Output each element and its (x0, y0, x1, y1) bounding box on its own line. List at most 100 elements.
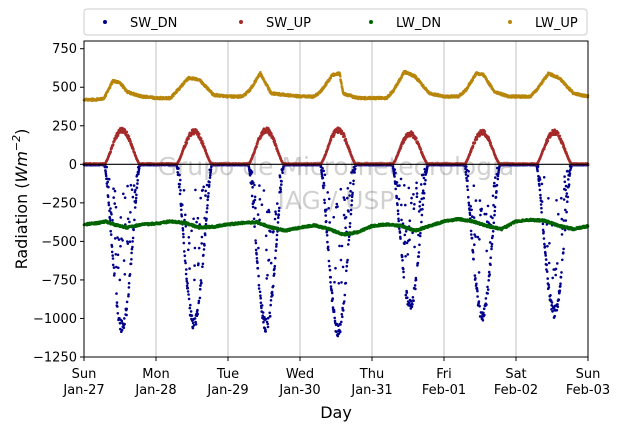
data-point (185, 141, 189, 144)
data-point (557, 212, 560, 216)
data-point (396, 212, 400, 216)
data-point (398, 227, 401, 230)
data-point (467, 170, 470, 173)
data-point (323, 198, 326, 202)
data-point (486, 285, 489, 289)
data-point (198, 287, 202, 291)
watermark-line-1: Grupo de Micrometeorologia (158, 152, 515, 181)
data-point (347, 210, 350, 213)
data-point (273, 272, 276, 276)
data-point (183, 259, 187, 263)
data-point (134, 201, 137, 204)
data-point (107, 177, 111, 181)
data-point (469, 205, 473, 208)
data-point (176, 171, 179, 174)
data-point (129, 211, 132, 214)
data-point (545, 223, 549, 226)
data-point (567, 183, 571, 186)
data-point (128, 240, 132, 243)
data-point (126, 240, 129, 243)
data-point (327, 248, 330, 252)
data-point (262, 189, 266, 192)
data-point (346, 196, 349, 200)
data-point (178, 192, 182, 196)
data-point (420, 213, 424, 217)
data-point (471, 251, 475, 254)
data-point (187, 137, 190, 140)
data-point (345, 269, 348, 273)
data-point (341, 306, 344, 310)
data-point (116, 312, 120, 315)
data-point (337, 332, 341, 335)
data-point (400, 203, 403, 207)
data-point (349, 212, 353, 216)
data-point (267, 210, 271, 214)
data-point (132, 184, 136, 187)
data-point (266, 273, 269, 277)
data-point (480, 207, 484, 211)
data-point (413, 284, 417, 287)
data-point (259, 301, 263, 305)
data-point (256, 213, 260, 216)
data-point (106, 180, 109, 184)
data-point (184, 272, 188, 276)
data-point (403, 184, 406, 187)
data-point (320, 168, 323, 172)
data-point (201, 142, 205, 145)
data-point (274, 212, 278, 216)
data-point (554, 273, 557, 277)
data-point (178, 185, 181, 189)
data-point (119, 216, 123, 219)
data-point (346, 258, 349, 262)
data-point (260, 306, 263, 310)
data-point (190, 229, 193, 233)
data-point (564, 188, 567, 192)
data-point (545, 263, 548, 267)
data-point (348, 148, 351, 152)
data-point (183, 250, 186, 253)
data-point (557, 298, 561, 302)
data-point (542, 230, 545, 234)
data-point (545, 268, 548, 271)
data-point (331, 306, 335, 309)
data-point (400, 218, 403, 222)
data-point (188, 306, 192, 310)
data-point (254, 206, 257, 210)
data-point (177, 167, 180, 170)
data-point (208, 176, 212, 179)
data-point (326, 245, 330, 249)
data-point (404, 230, 408, 233)
data-point (393, 175, 396, 178)
data-point (483, 130, 487, 133)
data-point (200, 235, 204, 239)
data-point (415, 181, 418, 185)
data-point (474, 277, 477, 280)
data-point (278, 175, 282, 179)
data-point (191, 326, 195, 330)
data-point (116, 134, 120, 137)
data-point (129, 262, 133, 266)
data-point (339, 330, 342, 334)
data-point (121, 239, 124, 242)
data-point (255, 257, 259, 260)
data-point (193, 246, 197, 250)
data-point (558, 134, 562, 138)
data-point (547, 286, 551, 289)
data-point (111, 254, 114, 257)
data-point (421, 189, 425, 192)
data-point (538, 184, 541, 187)
data-point (490, 242, 494, 246)
data-point (182, 241, 186, 245)
data-point (258, 198, 262, 201)
data-point (559, 282, 562, 286)
data-point (397, 217, 400, 221)
data-point (263, 316, 266, 319)
data-point (470, 208, 473, 212)
data-point (465, 176, 468, 180)
data-point (252, 181, 255, 185)
data-point (547, 261, 551, 265)
data-point (131, 195, 135, 199)
data-point (104, 172, 108, 176)
data-point (563, 175, 566, 178)
data-point (399, 147, 403, 150)
